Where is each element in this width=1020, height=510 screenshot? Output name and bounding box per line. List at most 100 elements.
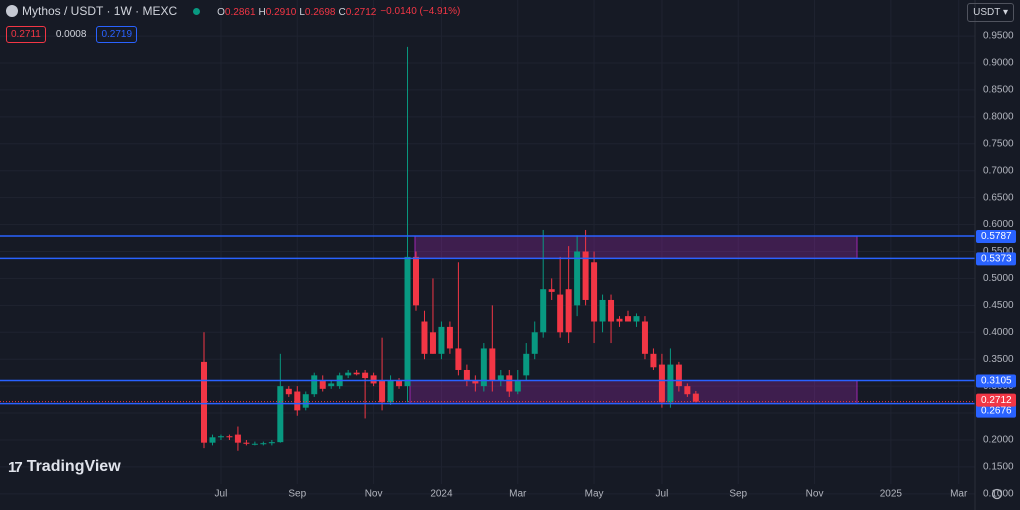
spread: 0.0008 bbox=[55, 29, 87, 40]
candle-body bbox=[599, 299, 606, 322]
y-tick-label: 0.8000 bbox=[983, 112, 1014, 123]
candle-body bbox=[353, 372, 360, 375]
candle-body bbox=[370, 375, 377, 384]
candle-body bbox=[294, 391, 301, 411]
candle-body bbox=[650, 353, 657, 368]
level-label: 0.2676 bbox=[981, 406, 1012, 417]
x-tick-label: May bbox=[585, 489, 604, 500]
zone bbox=[409, 379, 858, 405]
y-tick-label: 0.4000 bbox=[983, 327, 1014, 338]
price-badge bbox=[976, 393, 1016, 407]
ask[interactable]: 0.2719 bbox=[96, 26, 138, 43]
y-tick-label: 0.5000 bbox=[983, 273, 1014, 284]
candle-body bbox=[234, 434, 241, 443]
y-tick-label: 0.2000 bbox=[983, 435, 1014, 446]
candle-body bbox=[404, 256, 411, 387]
candle-body bbox=[328, 383, 335, 387]
candle-body bbox=[277, 386, 284, 443]
candle-body bbox=[421, 321, 428, 354]
candle-body bbox=[387, 380, 394, 403]
status-dot bbox=[193, 7, 201, 15]
candle-body bbox=[226, 436, 233, 438]
y-tick-label: 0.7500 bbox=[983, 138, 1014, 149]
settings-icon[interactable] bbox=[991, 488, 1003, 500]
legend-label: H bbox=[258, 7, 266, 18]
candle-body bbox=[574, 251, 581, 306]
y-tick-label: 0.6500 bbox=[983, 192, 1014, 203]
candle-body bbox=[625, 316, 631, 322]
level-badge bbox=[976, 230, 1016, 244]
candle-body bbox=[201, 361, 207, 443]
logo-mark: 17 bbox=[8, 458, 23, 476]
candle-body bbox=[608, 299, 615, 322]
level-badge bbox=[976, 374, 1016, 388]
currency-dropdown[interactable]: USDT ▾ bbox=[967, 3, 1014, 22]
y-tick-label: 0.1000 bbox=[983, 488, 1014, 499]
candle-body bbox=[633, 316, 640, 322]
candle-body bbox=[557, 294, 564, 333]
legend-label: C bbox=[338, 7, 346, 18]
y-tick-label: 0.5500 bbox=[983, 246, 1014, 257]
x-tick-label: Mar bbox=[509, 489, 527, 500]
candle-body bbox=[489, 348, 496, 381]
symbol-title[interactable]: Mythos / USDT · 1W · MEXC bbox=[22, 4, 178, 18]
y-tick-label: 0.6000 bbox=[983, 219, 1014, 230]
x-tick-label: Jul bbox=[215, 489, 228, 500]
candle-body bbox=[455, 348, 462, 370]
x-tick-label: 2024 bbox=[430, 489, 453, 500]
candle-body bbox=[217, 436, 224, 438]
candle-body bbox=[565, 289, 572, 333]
currency: USDT bbox=[973, 7, 1001, 18]
y-tick-label: 0.7000 bbox=[983, 165, 1014, 176]
level-badge bbox=[976, 404, 1016, 418]
level-label: 0.3105 bbox=[981, 376, 1012, 387]
bid[interactable]: 0.2711 bbox=[6, 26, 46, 43]
level-label: 0.5787 bbox=[981, 231, 1012, 242]
candle-body bbox=[684, 386, 691, 395]
candle-body bbox=[302, 394, 309, 408]
legend-value: 0.2698 bbox=[304, 7, 336, 18]
legend-value: 0.2910 bbox=[265, 7, 297, 18]
current-price: 0.2712 bbox=[981, 395, 1012, 406]
candle-body bbox=[523, 353, 530, 376]
x-tick-label: Jul bbox=[656, 489, 669, 500]
candle-body bbox=[616, 318, 623, 322]
candle-body bbox=[692, 393, 699, 402]
candle-body bbox=[472, 380, 479, 384]
y-tick-label: 0.8500 bbox=[983, 85, 1014, 96]
x-tick-label: Sep bbox=[288, 489, 306, 500]
candle-body bbox=[429, 332, 436, 354]
candle-body bbox=[591, 262, 598, 322]
candle-body bbox=[319, 380, 326, 389]
symbol-icon bbox=[6, 5, 18, 17]
logo: 17 TradingView bbox=[8, 458, 121, 476]
level-label: 0.5373 bbox=[981, 253, 1012, 264]
candle-body bbox=[582, 251, 589, 300]
candle-body bbox=[379, 380, 386, 403]
legend-label: O bbox=[217, 7, 225, 18]
candle-body bbox=[531, 332, 538, 354]
candle-body bbox=[446, 326, 453, 349]
y-tick-label: 0.4500 bbox=[983, 300, 1014, 311]
legend-value: 0.2712 bbox=[345, 7, 377, 18]
plot-area bbox=[0, 0, 975, 495]
candle-body bbox=[209, 437, 216, 443]
x-tick-label: 2025 bbox=[880, 489, 903, 500]
candle-body bbox=[497, 375, 504, 381]
change: −0.0140 (−4.91%) bbox=[380, 5, 461, 17]
x-tick-label: Nov bbox=[806, 489, 824, 500]
candle-body bbox=[285, 388, 292, 395]
x-tick-label: Sep bbox=[729, 489, 747, 500]
legend-value: 0.2861 bbox=[224, 7, 256, 18]
legend-label: L bbox=[299, 7, 305, 18]
candle-body bbox=[480, 348, 487, 387]
candle-body bbox=[506, 375, 513, 392]
candle-body bbox=[362, 372, 369, 379]
candle-body bbox=[548, 289, 555, 292]
y-tick-label: 0.9500 bbox=[983, 31, 1014, 42]
y-tick-label: 0.9000 bbox=[983, 58, 1014, 69]
y-tick-label: 0.1500 bbox=[983, 462, 1014, 473]
candle-body bbox=[658, 364, 665, 403]
